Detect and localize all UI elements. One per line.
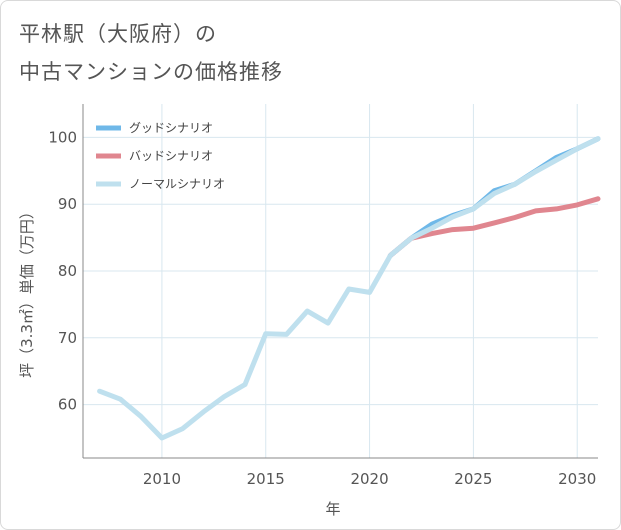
x-axis-title: 年 xyxy=(325,500,340,518)
series-lines xyxy=(97,136,601,441)
tick-labels: 2010 2015 2020 2025 2030 60 70 80 90 100 xyxy=(48,128,596,488)
x-tick-label: 2020 xyxy=(350,470,388,488)
y-tick-label: 80 xyxy=(58,262,77,280)
x-tick-label: 2010 xyxy=(143,470,181,488)
x-tick-label: 2025 xyxy=(454,470,492,488)
series-line-2 xyxy=(97,136,601,441)
x-tick-label: 2015 xyxy=(247,470,285,488)
y-axis-title: 坪（3.3㎡）単価（万円） xyxy=(18,204,36,378)
chart-title-line-1: 平林駅（大阪府）の xyxy=(19,22,217,46)
legend-label: グッドシナリオ xyxy=(129,121,213,135)
y-tick-label: 90 xyxy=(58,195,77,213)
y-tick-label: 100 xyxy=(48,128,77,146)
y-tick-label: 70 xyxy=(58,329,77,347)
grid xyxy=(83,104,598,458)
x-tick-label: 2030 xyxy=(558,470,596,488)
series-line-1 xyxy=(387,196,601,259)
axes xyxy=(82,104,598,459)
legend-label: ノーマルシナリオ xyxy=(129,177,225,191)
y-tick-label: 60 xyxy=(58,396,77,414)
chart-title-line-2: 中古マンションの価格推移 xyxy=(19,60,283,84)
legend-label: バッドシナリオ xyxy=(129,149,213,163)
